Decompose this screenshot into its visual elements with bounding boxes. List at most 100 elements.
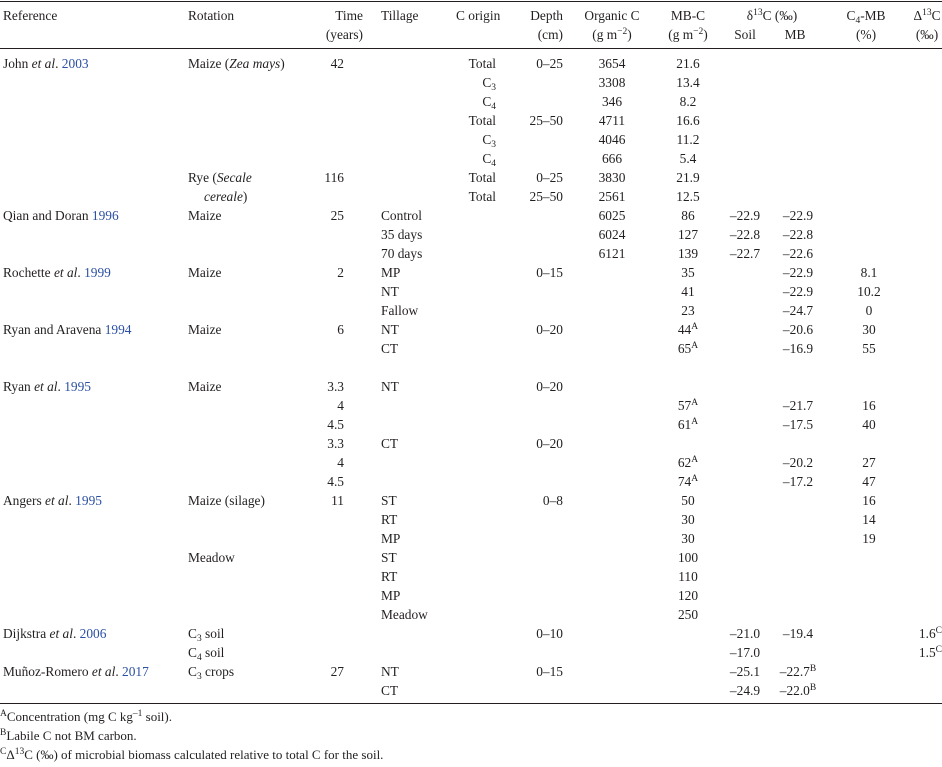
rotation-text: C [188,645,197,660]
c-origin-subscript: 4 [491,159,496,169]
c4-mb-cell: 30 [862,322,876,337]
reference-year-link[interactable]: 1995 [75,493,102,508]
mb-c-value: 35 [681,265,695,280]
rotation-cell: Maize (silage) [188,491,265,510]
d13c-mb-cell: –22.9 [770,206,826,225]
organic-c-cell: 4711 [598,113,626,128]
tillage-cell: RT [381,569,398,584]
tillage-cell: NT [381,664,399,679]
reference-et-al: et al [49,626,73,641]
mb-c-cell: 30 [658,529,718,548]
mb-c-cell: 62A [658,453,718,472]
header-time: Time (years) [325,8,363,42]
d13c-mb-cell: –21.7 [770,396,826,415]
footnote-marker: A [691,341,699,351]
header-c4-mb: C4-MB (%) [846,8,886,42]
d13c-mb-value: –24.7 [782,303,814,318]
c4-mb-cell: 47 [862,474,876,489]
header-d13c: δ13C (‰) [746,8,798,23]
rotation-text: crops [201,664,235,679]
depth-cell: 0–15 [536,664,563,679]
reference-authors: Angers [3,493,46,508]
footnote-text: soil). [142,709,173,724]
footnote-marker: B [809,664,817,674]
rotation-species: cereale [204,189,243,204]
mb-c-value: 250 [677,607,699,622]
rotation-cell: C3 crops [188,662,235,682]
mb-c-cell: 12.5 [658,187,718,206]
mb-c-value: 57 [677,398,692,413]
c-origin-text: Total [468,189,496,204]
d13c-mb-value: –22.9 [782,208,814,223]
delta13c-cell: 1.5C [898,643,942,662]
reference-cell: Ryan et al. 1995 [3,377,91,396]
time-cell: 42 [330,56,344,71]
mb-c-cell: 35 [658,263,718,282]
c4-mb-cell: 8.1 [860,265,878,280]
mb-c-cell: 86 [658,206,718,225]
time-cell: 27 [330,664,344,679]
reference-et-al: et al [53,265,78,280]
depth-cell: 0–25 [536,170,563,185]
d13c-soil-cell: –22.9 [729,208,761,223]
c4-mb-cell: 16 [862,493,876,508]
mb-c-value: 127 [677,227,699,242]
footnote-marker: C [0,747,7,757]
rotation-species: Secale [216,170,252,185]
mb-c-cell: 250 [658,605,718,624]
rotation-cell: Meadow [188,548,235,567]
reference-et-al: et al [91,664,116,679]
tillage-cell: Fallow [381,303,419,318]
mb-c-cell: 74A [658,472,718,491]
reference-punct: . [55,56,62,71]
header-reference: Reference [3,8,58,23]
reference-year-link[interactable]: 2003 [61,56,89,71]
c-origin-text: C [482,75,492,90]
d13c-mb-cell: –22.7B [770,662,826,681]
rotation-cell: Maize [188,320,221,339]
c-origin-cell: Total [440,187,496,206]
mb-c-value: 12.5 [676,189,700,204]
mb-c-value: 62 [677,455,692,470]
reference-year-link[interactable]: 2006 [79,626,107,641]
mb-c-value: 110 [678,569,698,584]
reference-punct: . [68,493,76,508]
reference-year-link[interactable]: 1994 [104,322,132,337]
rotation-subscript: 3 [196,672,202,682]
reference-year-link[interactable]: 1999 [84,265,111,280]
mb-c-value: 86 [681,208,695,223]
rotation-text: Maize [188,322,222,337]
reference-punct: . [115,664,123,679]
footnote-text: Concentration (mg C kg [6,709,133,724]
d13c-mb-value: –22.7 [779,664,810,679]
delta13c-value: 1.6 [918,626,936,641]
mb-c-value: 74 [677,474,692,489]
organic-c-cell: 6025 [598,208,626,223]
reference-cell: John et al. 2003 [3,54,89,73]
tillage-cell: CT [381,341,399,356]
mb-c-value: 50 [681,493,695,508]
c-origin-cell: C4 [440,149,496,169]
tillage-cell: MP [381,265,401,280]
d13c-mb-cell: –22.0B [770,681,826,700]
reference-year-link[interactable]: 1995 [64,379,91,394]
c-origin-cell: C3 [440,73,496,93]
mb-c-cell: 50 [658,491,718,510]
rotation-cell: Maize [188,263,221,282]
rotation-text: C [188,626,197,641]
footnote-marker: A [691,417,699,427]
tillage-cell: NT [381,379,399,394]
reference-year-link[interactable]: 1996 [91,208,119,223]
footnote-marker: A [0,709,7,719]
footnote-c: CΔ13C (‰) of microbial biomass calculate… [0,745,383,764]
d13c-mb-cell: –19.4 [770,624,826,643]
rotation-subscript: 4 [196,653,202,663]
reference-year-link[interactable]: 2017 [122,664,149,679]
time-cell: 2 [337,265,344,280]
mb-c-cell: 61A [658,415,718,434]
mb-c-value: 21.9 [676,170,700,185]
footnote-a: AConcentration (mg C kg–1 soil). [0,707,172,726]
time-cell: 4.5 [327,417,344,432]
tillage-cell: CT [381,683,399,698]
mb-c-cell: 110 [658,567,718,586]
